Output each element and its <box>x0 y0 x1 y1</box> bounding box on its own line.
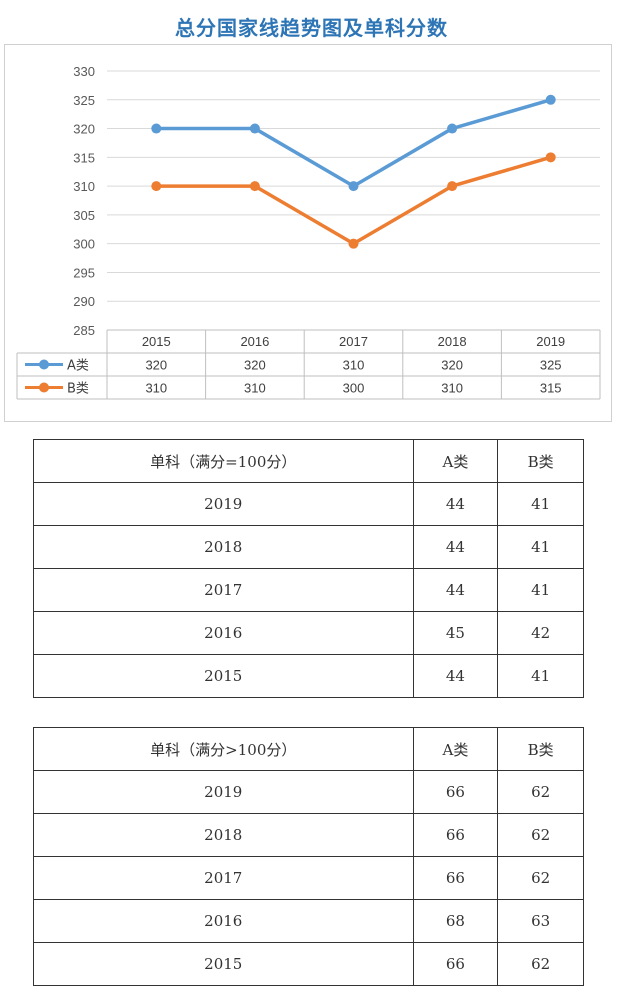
table-row: 2015 44 41 <box>33 654 584 698</box>
data-point <box>545 94 556 105</box>
chart-frame: 330 325 320 315 310 305 300 295 290 285 2015 2016 20… <box>4 44 612 422</box>
data-table-value: 320 <box>244 358 266 373</box>
data-point <box>249 181 260 192</box>
table-cell: 41 <box>497 482 584 526</box>
table-cell: 62 <box>497 770 584 814</box>
y-tick-label: 285 <box>73 323 95 338</box>
table-cell: 2016 <box>33 899 414 943</box>
y-tick-label: 305 <box>73 208 95 223</box>
table-cell: 41 <box>497 525 584 569</box>
table-cell: 44 <box>412 568 499 612</box>
x-tick-label: 2015 <box>142 334 171 349</box>
data-table-value: 310 <box>145 381 167 396</box>
data-point <box>545 152 556 163</box>
y-tick-label: 300 <box>73 237 95 252</box>
data-table-value: 325 <box>540 358 562 373</box>
table-header-row: 单科（满分>100分） A类 B类 <box>33 727 584 771</box>
table-cell: 62 <box>497 942 584 986</box>
table-row: 2018 66 62 <box>33 813 584 857</box>
table-cell: 63 <box>497 899 584 943</box>
data-table-value: 310 <box>441 381 463 396</box>
legend-marker <box>39 359 49 370</box>
y-tick-label: 295 <box>73 265 95 280</box>
data-point <box>249 123 260 134</box>
table-cell: 66 <box>412 770 499 814</box>
table-cell: 66 <box>412 856 499 900</box>
table-row: 2018 44 41 <box>33 525 584 569</box>
x-tick-label: 2018 <box>438 334 467 349</box>
table-row: 2017 66 62 <box>33 856 584 900</box>
data-point <box>348 238 359 249</box>
table-header-cell: B类 <box>497 439 584 483</box>
legend-label: B类 <box>67 382 89 397</box>
table-cell: 2015 <box>33 942 414 986</box>
table-cell: 66 <box>412 813 499 857</box>
table-cell: 44 <box>412 654 499 698</box>
table-header-cell: 单科（满分=100分） <box>33 439 414 483</box>
table-cell: 41 <box>497 568 584 612</box>
table-header-cell: A类 <box>412 439 499 483</box>
table-cell: 2017 <box>33 856 414 900</box>
table-cell: 42 <box>497 611 584 655</box>
table-header-cell: A类 <box>412 727 499 771</box>
data-table-value: 310 <box>244 381 266 396</box>
data-table-value: 310 <box>343 358 365 373</box>
table-cell: 62 <box>497 813 584 857</box>
data-table-value: 320 <box>145 358 167 373</box>
data-point <box>151 123 162 134</box>
series-line-b <box>154 155 553 246</box>
table-row: 2017 44 41 <box>33 568 584 612</box>
y-tick-label: 325 <box>73 93 95 108</box>
legend-marker <box>39 382 49 393</box>
table-row: 2015 66 62 <box>33 942 584 986</box>
y-tick-label: 330 <box>73 64 95 79</box>
table-cell: 2018 <box>33 813 414 857</box>
legend-label: A类 <box>67 359 89 374</box>
table-cell: 2019 <box>33 482 414 526</box>
single-subject-table-over-100: 单科（满分>100分） A类 B类 2019 66 62 2018 66 62 … <box>33 727 584 986</box>
data-table-value: 320 <box>441 358 463 373</box>
table-row: 2019 66 62 <box>33 770 584 814</box>
y-tick-label: 290 <box>73 294 95 309</box>
line-chart: 330 325 320 315 310 305 300 295 290 285 2015 2016 20… <box>16 64 601 400</box>
table-cell: 2016 <box>33 611 414 655</box>
table-cell: 2018 <box>33 525 414 569</box>
data-point <box>447 123 458 134</box>
table-cell: 44 <box>412 482 499 526</box>
table-header-cell: B类 <box>497 727 584 771</box>
data-point <box>447 181 458 192</box>
y-tick-label: 315 <box>73 150 95 165</box>
table-cell: 45 <box>412 611 499 655</box>
single-subject-table-100: 单科（满分=100分） A类 B类 2019 44 41 2018 44 41 … <box>33 439 584 698</box>
table-cell: 68 <box>412 899 499 943</box>
table-cell: 2019 <box>33 770 414 814</box>
table-cell: 2017 <box>33 568 414 612</box>
data-point <box>151 181 162 192</box>
table-cell: 44 <box>412 525 499 569</box>
y-tick-label: 310 <box>73 179 95 194</box>
table-row: 2016 68 63 <box>33 899 584 943</box>
data-table-value: 300 <box>343 381 365 396</box>
table-header-row: 单科（满分=100分） A类 B类 <box>33 439 584 483</box>
data-table-value: 315 <box>540 381 562 396</box>
table-cell: 66 <box>412 942 499 986</box>
data-point <box>348 181 359 192</box>
table-cell: 41 <box>497 654 584 698</box>
x-tick-label: 2019 <box>536 334 565 349</box>
chart-title: 总分国家线趋势图及单科分数 <box>175 16 448 40</box>
x-tick-label: 2016 <box>240 334 269 349</box>
table-cell: 62 <box>497 856 584 900</box>
table-header-cell: 单科（满分>100分） <box>33 727 414 771</box>
table-cell: 2015 <box>33 654 414 698</box>
table-row: 2016 45 42 <box>33 611 584 655</box>
x-tick-label: 2017 <box>339 334 368 349</box>
y-tick-label: 320 <box>73 122 95 137</box>
table-row: 2019 44 41 <box>33 482 584 526</box>
